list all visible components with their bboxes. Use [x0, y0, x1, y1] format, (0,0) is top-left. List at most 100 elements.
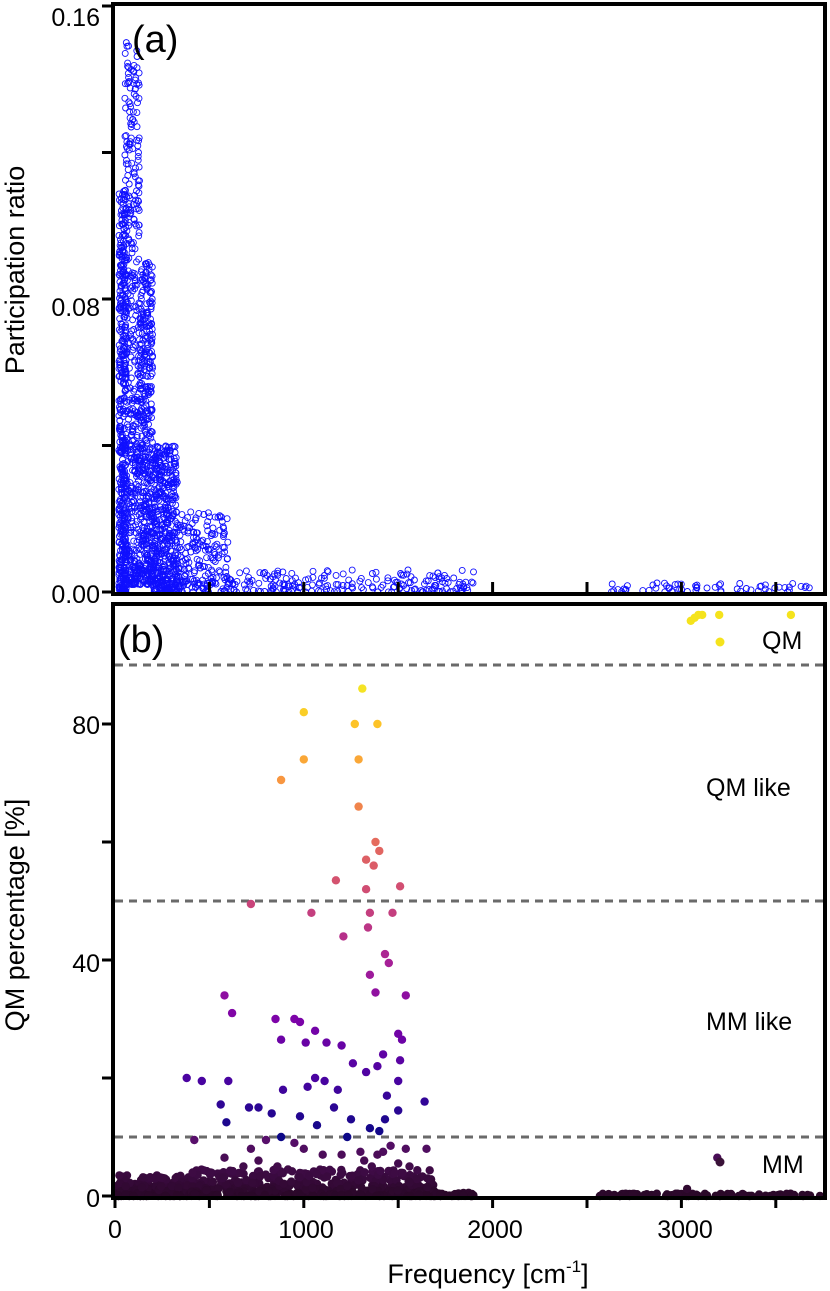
pr-point — [178, 511, 186, 519]
qm-point — [422, 1144, 431, 1154]
pr-point — [171, 443, 179, 451]
pr-point — [470, 568, 477, 576]
pr-point — [136, 373, 144, 380]
pr-point — [204, 509, 212, 517]
pr-point — [166, 447, 174, 455]
qm-point — [332, 1178, 342, 1188]
qm-point — [388, 908, 397, 917]
pr-point — [161, 503, 169, 511]
pr-point — [123, 472, 131, 480]
pr-point — [148, 325, 156, 333]
pr-point — [142, 260, 150, 268]
qm-point — [216, 1100, 225, 1109]
pr-point — [174, 560, 182, 568]
qm-point — [348, 1171, 357, 1180]
pr-point — [128, 159, 136, 167]
qm-point — [278, 1085, 288, 1095]
pr-point — [233, 577, 241, 585]
pr-point — [203, 522, 211, 530]
qm-point — [375, 846, 384, 856]
qm-point — [222, 1118, 231, 1127]
qm-point — [214, 1184, 223, 1193]
pr-point — [143, 308, 151, 316]
qm-point — [271, 1014, 280, 1024]
pr-point — [136, 473, 144, 481]
pr-point — [453, 585, 461, 592]
qm-point — [425, 1166, 434, 1175]
pr-point — [151, 537, 159, 545]
pr-point — [156, 473, 164, 481]
pr-point — [320, 574, 328, 582]
pr-point — [134, 152, 142, 160]
pr-point — [174, 564, 182, 572]
pr-point — [135, 229, 143, 237]
pr-point — [213, 574, 220, 582]
pr-point — [131, 285, 139, 293]
pr-point — [221, 548, 229, 556]
pr-point — [139, 444, 146, 452]
pr-point — [155, 484, 163, 492]
pr-point — [407, 573, 415, 581]
pr-point — [157, 577, 164, 585]
pr-point — [123, 434, 131, 442]
pr-point — [244, 577, 252, 585]
panel-b-xtick-label: 1000 — [278, 1216, 334, 1244]
pr-point — [215, 551, 222, 559]
pr-point — [125, 505, 133, 513]
pr-point — [269, 581, 277, 589]
pr-point — [139, 440, 147, 448]
pr-point — [269, 584, 277, 592]
pr-point — [124, 514, 132, 522]
panel-a-ytick-label: 0.08 — [51, 294, 100, 322]
qm-point — [299, 755, 308, 764]
pr-point — [400, 582, 408, 589]
pr-point — [134, 142, 142, 150]
pr-point — [166, 542, 174, 550]
pr-point — [118, 460, 126, 468]
panel-b-ticks — [102, 722, 778, 1208]
pr-point — [141, 450, 149, 458]
qm-point — [308, 1183, 317, 1193]
pr-point — [139, 527, 147, 535]
pr-point — [148, 438, 156, 446]
qm-point — [312, 1121, 322, 1130]
pr-point — [132, 529, 140, 537]
pr-point — [146, 322, 154, 330]
pr-point — [184, 514, 192, 522]
pr-point — [128, 249, 136, 257]
qm-point — [244, 1103, 254, 1112]
pr-point — [279, 580, 287, 588]
pr-point — [115, 326, 123, 334]
pr-point — [121, 49, 129, 57]
panel-a-ticks — [102, 4, 778, 594]
pr-point — [130, 579, 138, 587]
pr-point — [207, 575, 215, 583]
pr-point — [170, 560, 178, 568]
pr-point — [123, 298, 131, 306]
pr-point — [282, 575, 290, 582]
pr-point — [236, 569, 244, 577]
region-label-mm-like: MM like — [706, 1008, 792, 1036]
qm-point — [331, 876, 341, 885]
qm-point — [224, 1076, 233, 1086]
qm-point — [371, 988, 380, 997]
panel-b-ylabel: QM percentage [%] — [0, 799, 30, 1032]
pr-point — [156, 488, 164, 496]
qm-point — [312, 1169, 321, 1179]
pr-point — [182, 559, 190, 567]
region-label-qm-like: QM like — [706, 774, 791, 802]
qm-point — [234, 1168, 244, 1178]
pr-point — [150, 519, 158, 527]
qm-point — [295, 1017, 305, 1027]
pr-point — [172, 462, 180, 470]
pr-point — [372, 575, 380, 583]
pr-point — [142, 501, 150, 509]
panel-b-xtick-label: 2000 — [467, 1216, 523, 1244]
pr-point — [130, 270, 138, 277]
pr-point — [209, 530, 217, 538]
pr-point — [135, 79, 142, 87]
pr-point — [692, 582, 700, 590]
qm-point — [368, 1185, 377, 1194]
qm-point — [310, 1026, 320, 1036]
pr-point — [623, 582, 631, 590]
